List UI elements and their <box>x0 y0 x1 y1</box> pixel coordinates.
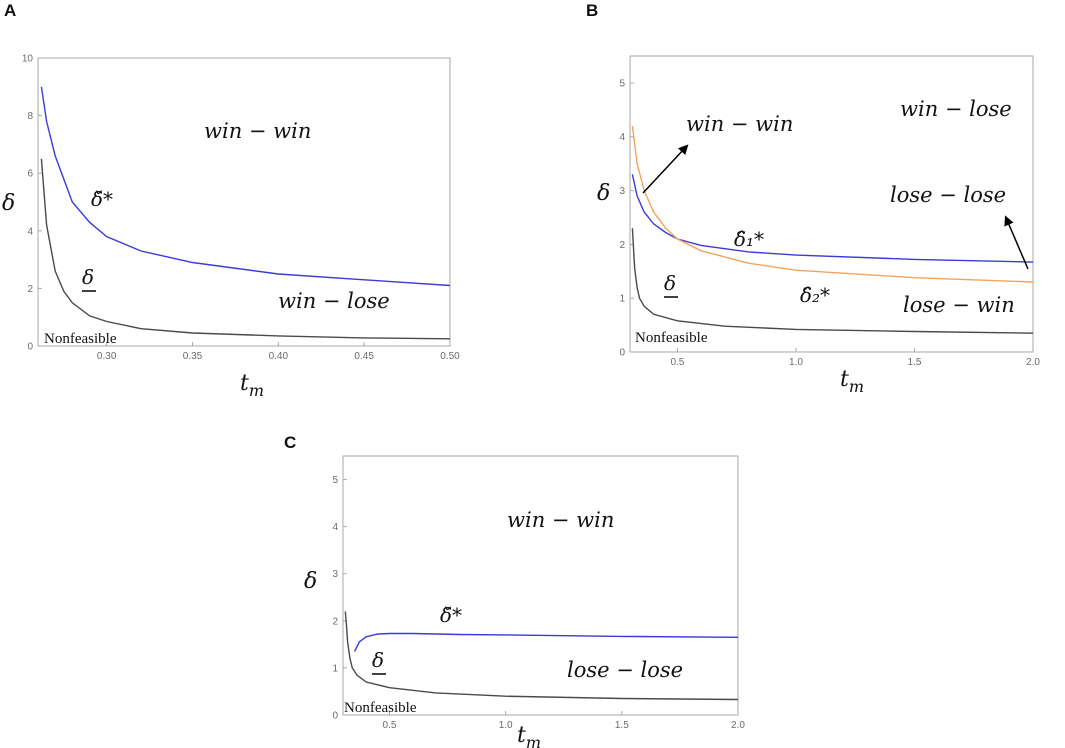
y-tick-label: 8 <box>27 111 33 122</box>
series-line-1 <box>353 632 739 652</box>
panel-a-x-ticks: 0.30 0.35 0.40 0.45 0.50 <box>97 342 460 362</box>
x-tick-label: 0.45 <box>354 351 374 362</box>
series-line-3 <box>631 228 1034 334</box>
x-tick-label: 1.0 <box>789 357 803 368</box>
panel-a-frame <box>37 57 451 347</box>
x-tick-label: 0.5 <box>670 357 684 368</box>
panel-a-region-win-lose: win − lose <box>278 289 390 313</box>
panel-b-arrow-win-win <box>642 144 689 194</box>
x-tick-label: 0.35 <box>183 351 203 362</box>
y-tick-label: 10 <box>22 54 34 65</box>
panel-c-letter: C <box>284 433 296 452</box>
panel-a-label-delta-lower: δ <box>82 265 94 289</box>
y-tick-label: 3 <box>619 186 625 197</box>
x-tick-label: 2.0 <box>1026 357 1040 368</box>
panel-b-region-lose-lose: lose − lose <box>890 183 1006 207</box>
panel-c-frame <box>342 455 739 716</box>
y-tick-label: 1 <box>619 294 625 305</box>
y-tick-label: 6 <box>27 169 33 180</box>
panel-c-region-lose-lose: lose − lose <box>567 658 683 682</box>
y-tick-label: 0 <box>27 342 33 353</box>
panel-c-region-win-win: win − win <box>507 508 614 532</box>
y-tick-label: 4 <box>619 132 625 143</box>
panel-b-curves <box>631 125 1034 334</box>
panel-c-x-axis-title: tm <box>517 723 541 748</box>
y-tick-label: 4 <box>27 226 33 237</box>
panel-a-region-win-win: win − win <box>204 119 311 143</box>
panel-a-y-axis-title: δ <box>2 191 15 216</box>
panel-b-label-delta-hat-2: δ̂₂* <box>800 283 830 307</box>
y-tick-label: 0 <box>619 348 625 359</box>
panel-c-label-delta-check-star: δ̌* <box>440 603 462 627</box>
y-tick-label: 0 <box>332 711 338 722</box>
x-tick-label: 0.30 <box>97 351 117 362</box>
panel-c-x-ticks: 0.5 1.0 1.5 2.0 <box>383 711 745 731</box>
panel-b: B 0 1 2 3 4 5 0.5 1.0 1.5 2.0 δ tm win − win win… <box>586 1 1040 396</box>
y-tick-label: 2 <box>27 284 33 295</box>
panel-a: A 0 2 4 6 8 10 0.30 0.35 0.40 0.45 0.50 δ tm win … <box>2 1 460 400</box>
panel-b-nonfeasible-label: Nonfeasible <box>635 330 708 346</box>
panel-a-x-axis-title: tm <box>240 371 264 400</box>
panel-b-letter: B <box>586 1 598 20</box>
panel-b-frame <box>629 55 1034 353</box>
x-tick-label: 1.0 <box>499 720 513 731</box>
panel-a-nonfeasible-label: Nonfeasible <box>44 331 117 347</box>
panel-a-label-delta-check-star: δ̌* <box>91 187 113 211</box>
series-line-2 <box>344 611 739 701</box>
panel-c-y-axis-title: δ <box>304 569 317 594</box>
x-tick-label: 0.5 <box>383 720 397 731</box>
panel-a-curves <box>40 86 451 340</box>
x-tick-label: 1.5 <box>908 357 922 368</box>
panel-c-nonfeasible-label: Nonfeasible <box>344 700 417 716</box>
panel-b-region-win-win: win − win <box>686 112 793 136</box>
series-line-2 <box>631 125 1034 283</box>
y-tick-label: 5 <box>332 475 338 486</box>
y-tick-label: 2 <box>332 616 338 627</box>
x-tick-label: 2.0 <box>731 720 745 731</box>
panel-a-y-ticks: 0 2 4 6 8 10 <box>22 54 42 353</box>
y-tick-label: 2 <box>619 240 625 251</box>
panel-b-region-lose-win: lose − win <box>903 293 1015 317</box>
panel-b-label-delta-lower: δ <box>664 271 676 295</box>
panel-b-x-ticks: 0.5 1.0 1.5 2.0 <box>670 348 1040 368</box>
panel-c-y-ticks: 0 1 2 3 4 5 <box>332 475 347 722</box>
x-tick-label: 0.40 <box>269 351 289 362</box>
panel-b-region-win-lose: win − lose <box>900 97 1012 121</box>
x-tick-label: 0.50 <box>440 351 460 362</box>
y-tick-label: 3 <box>332 569 338 580</box>
series-line-1 <box>40 86 451 287</box>
panel-b-label-delta-hat-1: δ̂₁* <box>734 227 764 251</box>
panel-c: C 0 1 2 3 4 5 0.5 1.0 1.5 2.0 δ tm win − win los… <box>284 433 745 748</box>
series-line-2 <box>40 158 451 340</box>
y-tick-label: 1 <box>332 663 338 674</box>
y-tick-label: 5 <box>619 78 625 89</box>
panel-c-label-delta-lower: δ <box>372 648 384 672</box>
panel-b-y-axis-title: δ <box>597 181 610 206</box>
panel-b-y-ticks: 0 1 2 3 4 5 <box>619 78 634 359</box>
panel-a-letter: A <box>4 1 16 20</box>
panel-b-arrow-lose-lose <box>1004 215 1029 270</box>
panel-b-x-axis-title: tm <box>840 367 864 396</box>
panel-c-curves <box>344 611 739 701</box>
y-tick-label: 4 <box>332 522 338 533</box>
x-tick-label: 1.5 <box>615 720 629 731</box>
